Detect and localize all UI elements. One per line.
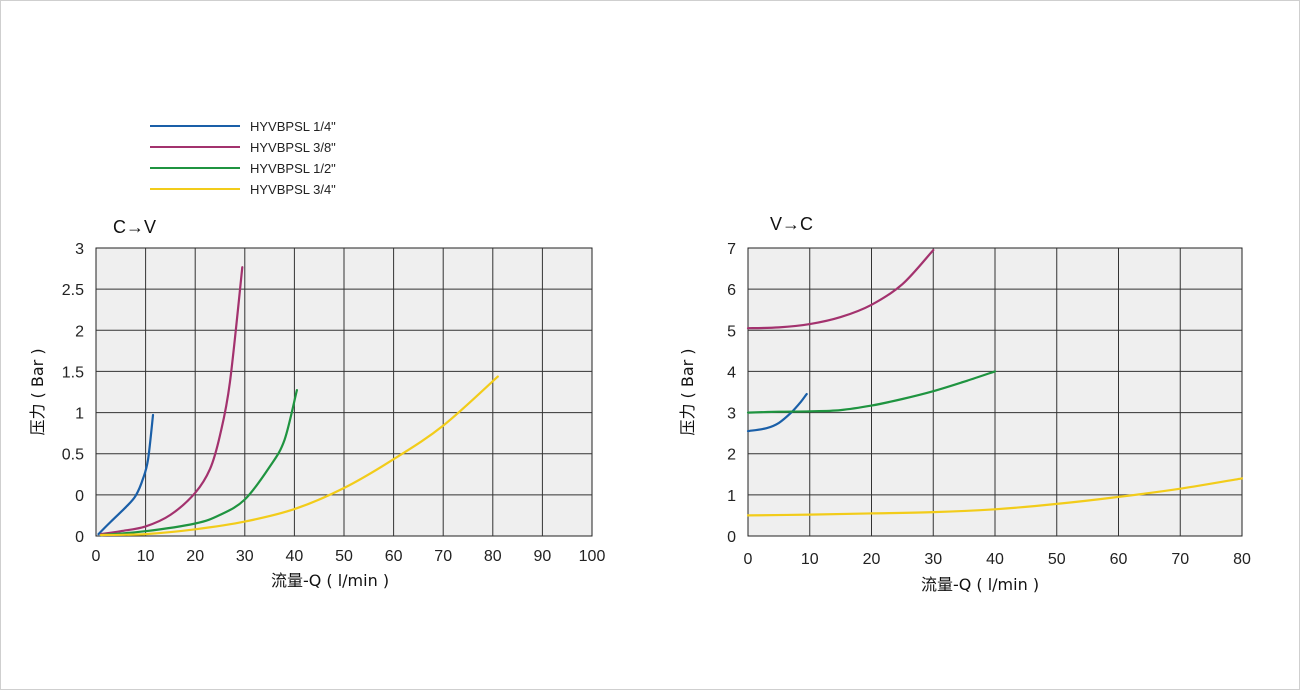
y-tick-label: 0 (75, 529, 84, 546)
x-tick-label: 0 (744, 551, 753, 568)
x-tick-label: 60 (1110, 551, 1128, 568)
x-axis-label: 流量-Q ( l/min ) (921, 575, 1039, 594)
legend-label: HYVBPSL 1/2" (250, 161, 336, 176)
x-tick-label: 20 (186, 548, 204, 565)
series-line (99, 375, 499, 537)
y-tick-label: 0.5 (62, 447, 84, 464)
y-tick-label: 7 (727, 241, 736, 258)
y-tick-label: 0 (75, 488, 84, 505)
x-tick-label: 30 (236, 548, 254, 565)
y-axis-label: 压力 ( Bar ) (28, 348, 47, 435)
series-line (746, 477, 1244, 517)
x-tick-label: 60 (385, 548, 403, 565)
x-tick-label: 20 (863, 551, 881, 568)
x-tick-label: 30 (924, 551, 942, 568)
legend-label: HYVBPSL 3/8" (250, 140, 336, 155)
series-line (97, 413, 155, 536)
y-tick-label: 0 (727, 529, 736, 546)
chart-c-to-v: 0 10 20 30 40 50 60 70 80 90 100000.511.522.53C→V流… (28, 217, 605, 590)
series-line (746, 249, 935, 330)
series-line (746, 393, 808, 433)
y-tick-label: 2 (727, 447, 736, 464)
x-tick-label: 80 (484, 548, 502, 565)
legend-label: HYVBPSL 3/4" (250, 182, 336, 197)
y-axis-label: 压力 ( Bar ) (678, 348, 697, 435)
series-line (99, 389, 298, 537)
y-tick-label: 3 (75, 241, 84, 258)
y-tick-label: 3 (727, 406, 736, 423)
series-line (99, 266, 244, 536)
x-axis-label: 流量-Q ( l/min ) (271, 571, 389, 590)
x-tick-label: 10 (801, 551, 819, 568)
chart-title: C→V (113, 217, 156, 237)
x-tick-label: 10 (137, 548, 155, 565)
x-tick-label: 80 (1233, 551, 1251, 568)
y-tick-label: 1 (727, 488, 736, 505)
series-line (746, 370, 997, 414)
legend-label: HYVBPSL 1/4" (250, 119, 336, 134)
x-tick-label: 70 (434, 548, 452, 565)
y-tick-label: 4 (727, 364, 736, 381)
x-tick-label: 40 (986, 551, 1004, 568)
x-tick-label: 90 (534, 548, 552, 565)
x-tick-label: 50 (1048, 551, 1066, 568)
x-tick-label: 50 (335, 548, 353, 565)
y-tick-label: 2.5 (62, 282, 84, 299)
x-tick-label: 40 (286, 548, 304, 565)
y-tick-label: 6 (727, 282, 736, 299)
y-tick-label: 1 (75, 406, 84, 423)
x-tick-label: 70 (1171, 551, 1189, 568)
x-tick-label: 100 (579, 548, 606, 565)
x-tick-label: 0 (92, 548, 101, 565)
legend: HYVBPSL 1/4" HYVBPSL 3/8" HYVBPSL 1/2" HYVB… (150, 119, 336, 197)
y-tick-label: 1.5 (62, 364, 84, 381)
y-tick-label: 2 (75, 323, 84, 340)
chart-title: V→C (770, 214, 813, 234)
y-tick-label: 5 (727, 323, 736, 340)
chart-v-to-c: 0 10 20 30 40 50 60 70 80 0 1 2 3 4 5 6 7 V→C 流量-Q ( l/min… (678, 214, 1251, 594)
